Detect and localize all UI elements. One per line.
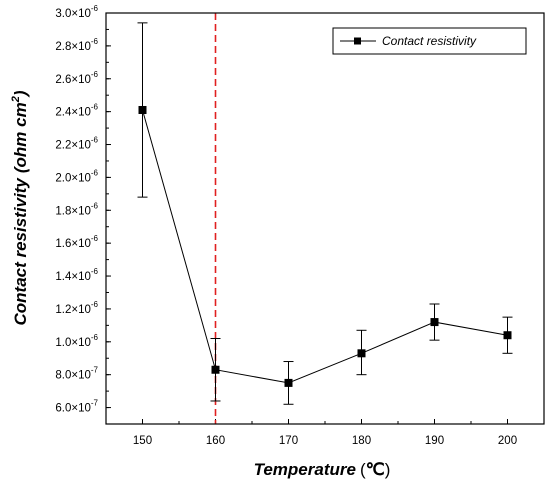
data-markers xyxy=(138,105,512,387)
y-tick-label-1: 8.0×10-7 xyxy=(55,366,98,382)
data-point-190 xyxy=(430,318,439,327)
y-tick-label-4: 1.4×10-6 xyxy=(55,267,98,283)
y-tick-label-12: 3.0×10-6 xyxy=(55,4,98,20)
x-tick-label-1: 160 xyxy=(206,435,225,447)
x-tick-label-5: 200 xyxy=(498,435,517,447)
series-line-contact-resistivity xyxy=(142,109,508,384)
legend-label: Contact resistivity xyxy=(382,34,477,48)
y-tick-label-7: 2.0×10-6 xyxy=(55,168,98,184)
y-axis-title: Contact resistivity(ohm cm2) xyxy=(10,90,30,325)
y-tick-label-9: 2.4×10-6 xyxy=(55,103,98,119)
x-tick-label-3: 180 xyxy=(352,435,371,447)
y-tick-labels: 6.0×10-7 8.0×10-7 1.0×10-6 1.2×10-6 1.4×10-6… xyxy=(55,4,98,415)
data-point-170 xyxy=(284,378,293,387)
y-tick-label-10: 2.6×10-6 xyxy=(55,70,98,86)
x-tick-label-0: 150 xyxy=(133,435,152,447)
y-tick-label-8: 2.2×10-6 xyxy=(55,136,98,152)
x-tick-labels: 150 160 170 180 190 200 xyxy=(133,435,517,447)
y-tick-label-3: 1.2×10-6 xyxy=(55,300,98,316)
x-axis-label: Temperature xyxy=(254,460,356,479)
y-tick-label-2: 1.0×10-6 xyxy=(55,333,98,349)
y-axis-label: Contact resistivity xyxy=(11,177,30,326)
y-tick-label-6: 1.8×10-6 xyxy=(55,201,98,217)
data-point-180 xyxy=(357,349,366,358)
legend: Contact resistivity xyxy=(332,27,527,55)
y-tick-label-5: 1.6×10-6 xyxy=(55,234,98,250)
y-tick-label-11: 2.8×10-6 xyxy=(55,37,98,53)
x-tick-label-4: 190 xyxy=(425,435,444,447)
legend-marker xyxy=(354,37,361,45)
y-axis-unit-exp: 2 xyxy=(10,96,22,103)
data-point-160 xyxy=(211,365,220,374)
y-axis-unit: ohm cm xyxy=(11,102,30,167)
x-axis-title: Temperature (℃) xyxy=(254,460,391,479)
y-tick-label-0: 6.0×10-7 xyxy=(55,399,98,415)
x-tick-label-2: 170 xyxy=(279,435,298,447)
error-bars xyxy=(137,22,513,405)
data-point-200 xyxy=(503,331,512,340)
plot-frame xyxy=(105,12,545,425)
axis-ticks xyxy=(105,12,545,425)
data-point-150 xyxy=(138,105,147,114)
x-axis-unit: ℃ xyxy=(366,460,385,479)
